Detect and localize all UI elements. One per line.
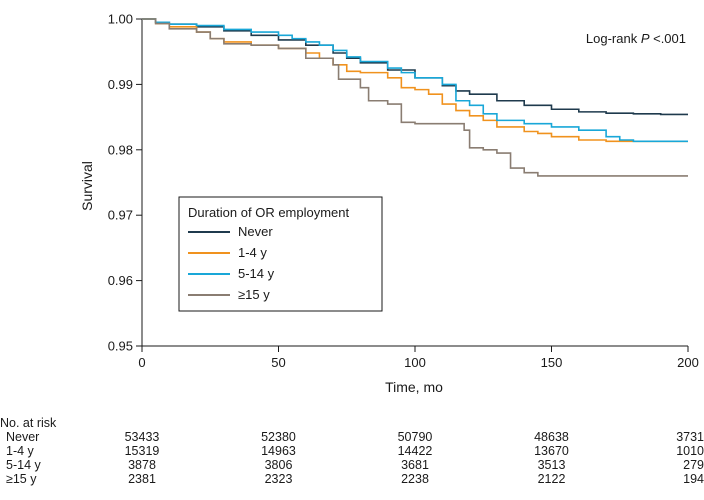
at-risk-row-label: 1-4 y: [6, 444, 35, 458]
legend-label: Never: [238, 224, 273, 239]
at-risk-value: 1010: [676, 444, 704, 458]
y-tick-label: 0.98: [108, 142, 133, 157]
y-axis-label: Survival: [79, 161, 95, 211]
at-risk-value: 3731: [676, 430, 704, 444]
y-ticks: 0.95 0.96 0.97 0.98 0.99 1.00: [108, 12, 142, 354]
at-risk-value: 53433: [125, 430, 160, 444]
at-risk-value: 13670: [534, 444, 569, 458]
legend-title: Duration of OR employment: [188, 205, 350, 220]
at-risk-row-label: 5-14 y: [6, 458, 41, 472]
log-rank-annotation: Log-rank P <.001: [586, 31, 686, 46]
x-ticks: 0 50 100 150 200: [138, 346, 699, 370]
x-tick-label: 200: [677, 355, 699, 370]
at-risk-value: 194: [683, 472, 704, 486]
at-risk-header: No. at risk: [0, 416, 57, 430]
at-risk-value: 15319: [125, 444, 160, 458]
legend-items: Never 1-4 y 5-14 y ≥15 y: [188, 224, 275, 302]
at-risk-value: 48638: [534, 430, 569, 444]
survival-curves: [142, 18, 688, 177]
y-tick-label: 0.97: [108, 208, 133, 223]
at-risk-value: 2381: [128, 472, 156, 486]
y-tick-label: 0.96: [108, 273, 133, 288]
at-risk-value: 50790: [398, 430, 433, 444]
axes: 0.95 0.96 0.97 0.98 0.99 1.00 0 50 100 150 200: [108, 12, 699, 371]
survival-curve-3: [142, 18, 688, 143]
at-risk-value: 2238: [401, 472, 429, 486]
legend: Duration of OR employment Never 1-4 y 5-14…: [178, 196, 383, 312]
legend-label: 5-14 y: [238, 266, 275, 281]
at-risk-rows: Never 53433 52380 50790 48638 3731 1-4 y 15319 1…: [6, 430, 704, 486]
y-tick-label: 0.95: [108, 339, 133, 354]
x-tick-label: 150: [541, 355, 563, 370]
at-risk-value: 3513: [538, 458, 566, 472]
at-risk-value: 52380: [261, 430, 296, 444]
x-tick-label: 100: [404, 355, 426, 370]
at-risk-value: 2323: [265, 472, 293, 486]
at-risk-value: 279: [683, 458, 704, 472]
at-risk-row-label: Never: [6, 430, 39, 444]
at-risk-value: 2122: [538, 472, 566, 486]
x-axis-label: Time, mo: [385, 379, 443, 395]
at-risk-table: No. at risk Never 53433 52380 50790 48638 373…: [0, 416, 704, 486]
at-risk-value: 3681: [401, 458, 429, 472]
survival-curve-4: [142, 18, 688, 177]
legend-label: ≥15 y: [238, 287, 270, 302]
at-risk-value: 14422: [398, 444, 433, 458]
y-tick-label: 1.00: [108, 12, 133, 27]
at-risk-value: 3878: [128, 458, 156, 472]
at-risk-value: 14963: [261, 444, 296, 458]
legend-label: 1-4 y: [238, 245, 267, 260]
at-risk-value: 3806: [265, 458, 293, 472]
x-tick-label: 0: [138, 355, 145, 370]
x-tick-label: 50: [271, 355, 285, 370]
at-risk-row-label: ≥15 y: [6, 472, 37, 486]
annotation-suffix: <.001: [649, 31, 686, 46]
annotation-prefix: Log-rank: [586, 31, 641, 46]
y-tick-label: 0.99: [108, 77, 133, 92]
annotation-p: P: [641, 31, 650, 46]
